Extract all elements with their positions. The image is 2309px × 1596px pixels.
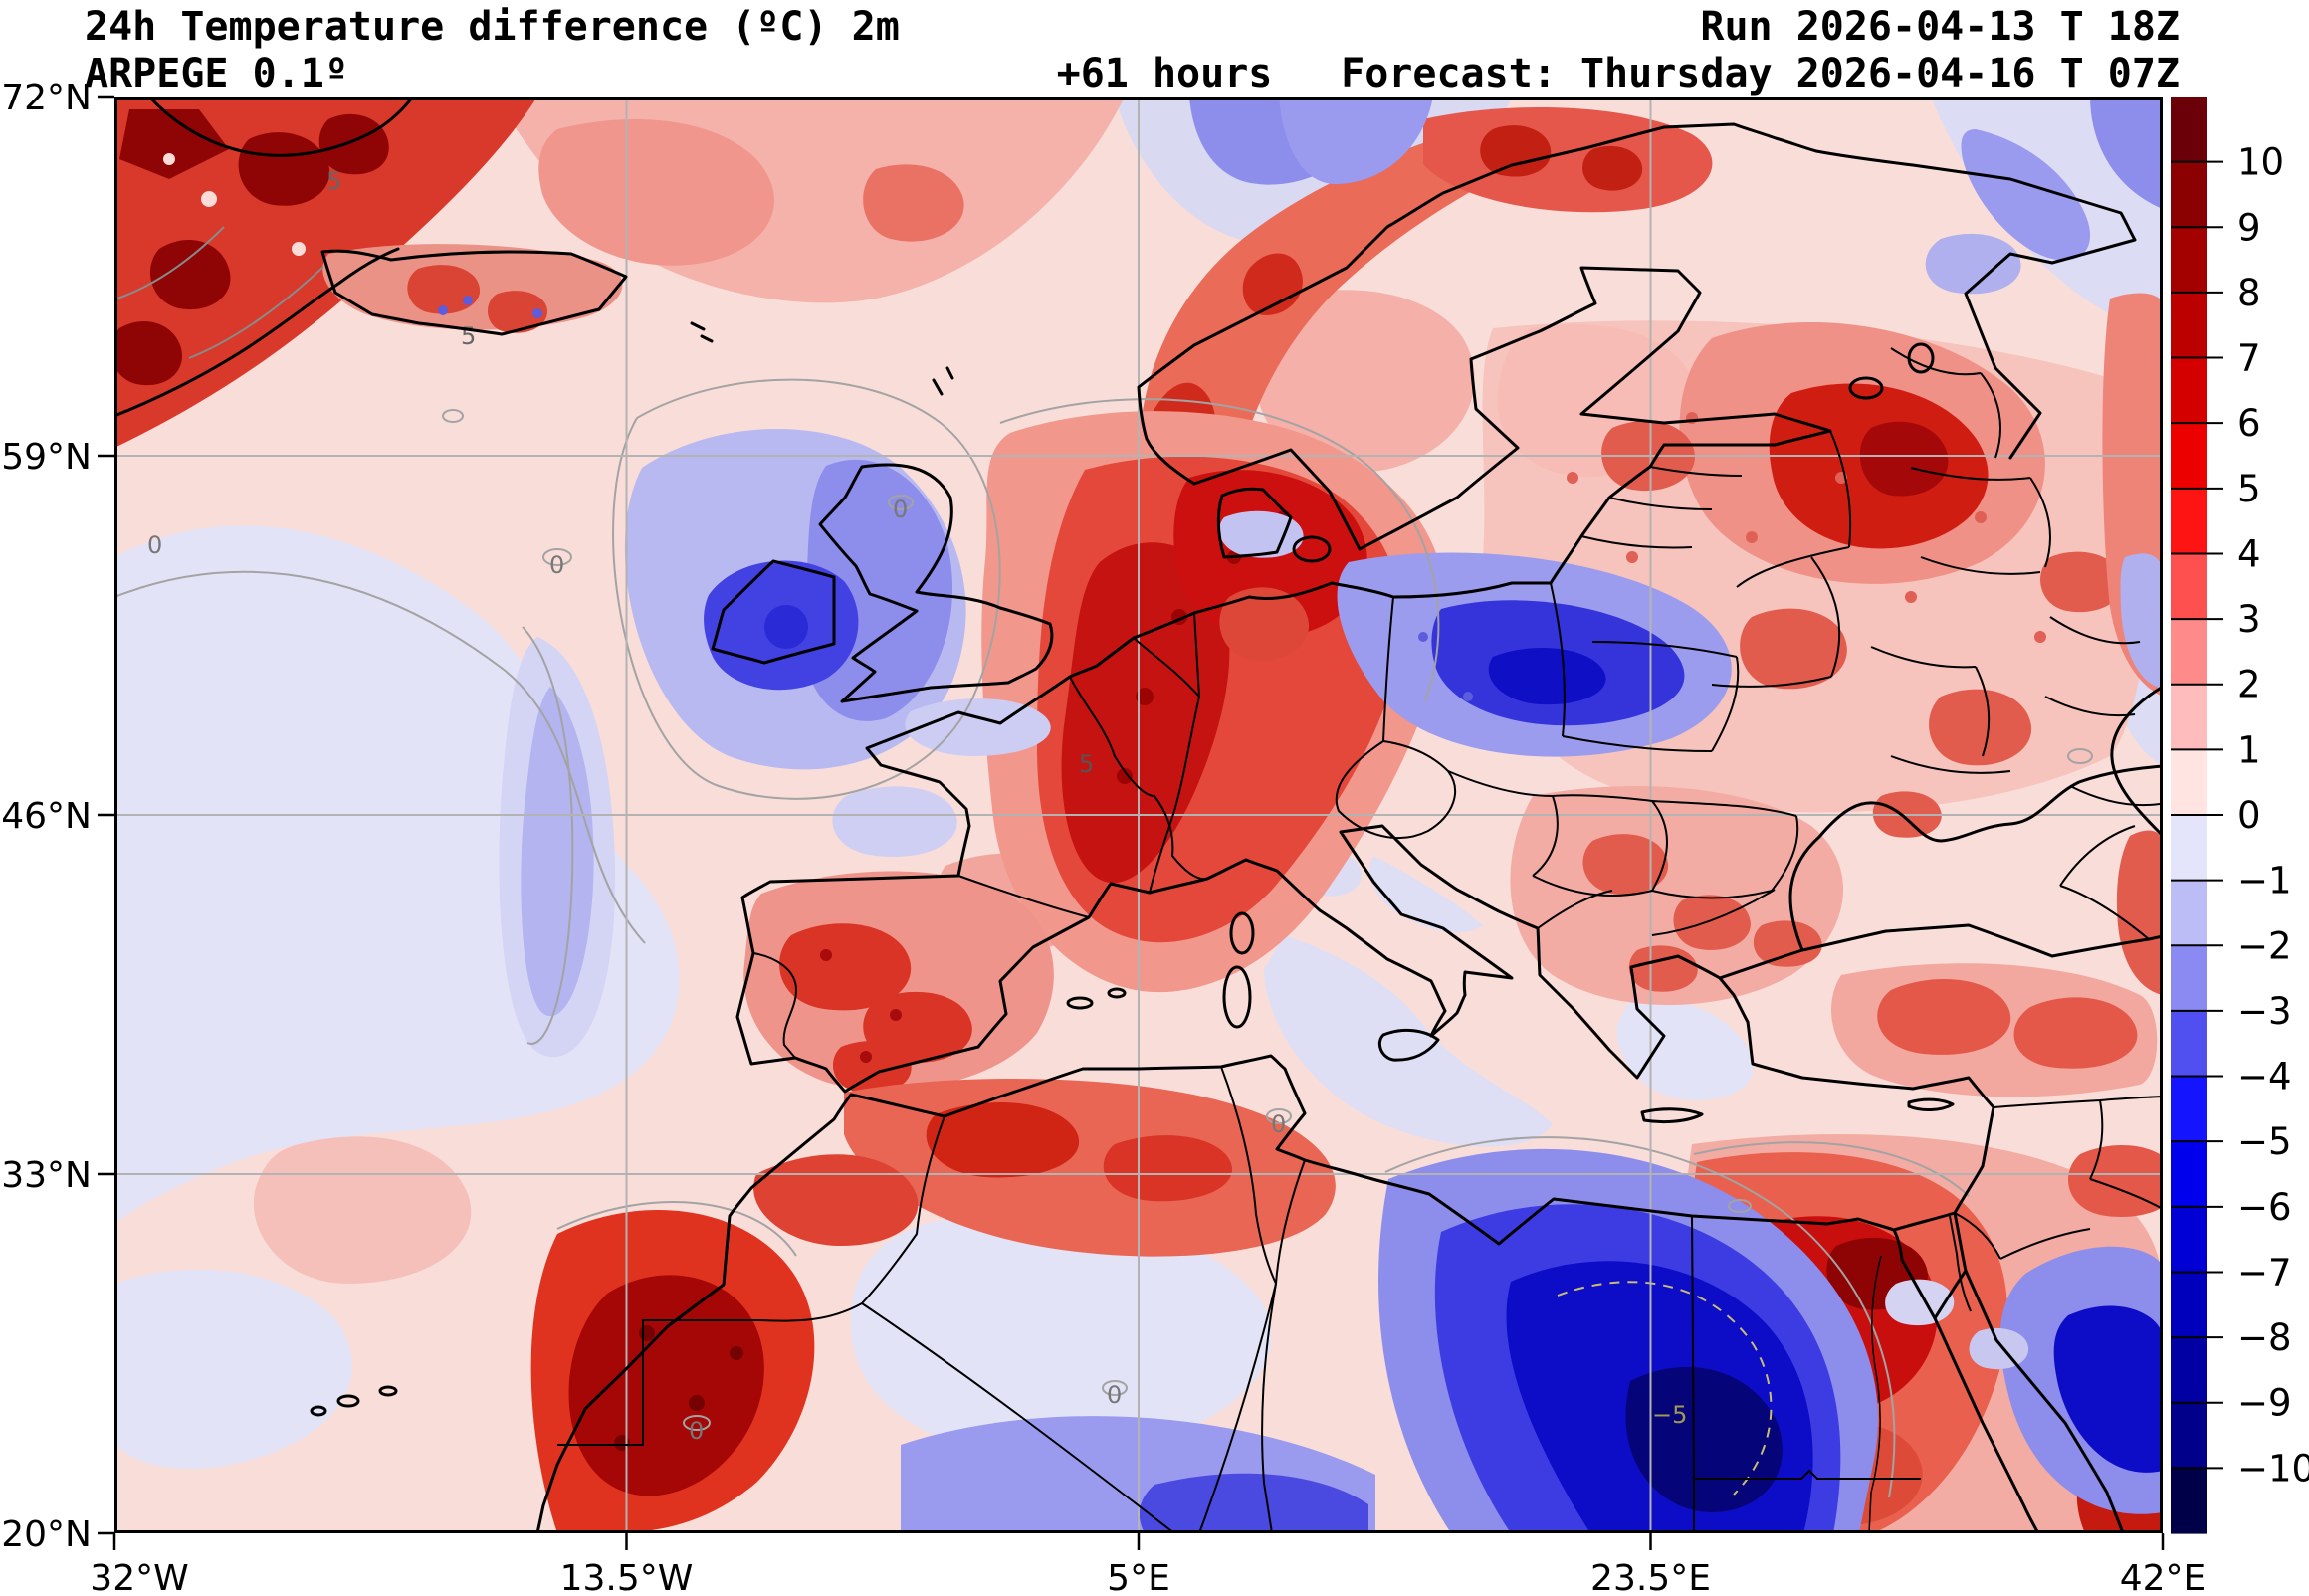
contour-label: 5: [1079, 750, 1094, 778]
contour-lines: [114, 226, 2093, 1498]
lat-axis: 72°N 59°N 46°N 33°N 20°N: [1, 78, 114, 1555]
graticule: [114, 97, 2163, 1533]
lon-tick-label: 23.5°E: [1590, 1558, 1711, 1596]
run-label: Run 2026-04-13 T 18Z: [1700, 4, 2180, 50]
colorbar-segment: [2171, 1141, 2207, 1208]
colorbar-tick-label: 10: [2237, 141, 2284, 184]
colorbar-tick-label: −3: [2237, 990, 2292, 1033]
colorbar-segment: [2171, 488, 2207, 555]
colorbar-tick-label: 6: [2237, 402, 2261, 445]
colorbar-tick-label: −6: [2237, 1186, 2292, 1229]
lat-tick-label: 46°N: [1, 796, 92, 837]
lon-tick-label: 5°E: [1107, 1558, 1170, 1596]
map-frame: [114, 97, 2163, 1533]
blue-speckles: [438, 296, 1473, 701]
colorbar-segment: [2171, 945, 2207, 1012]
model-label: ARPEGE 0.1º: [85, 51, 348, 97]
colorbar-segment: [2171, 1468, 2207, 1534]
colorbar-segment: [2171, 1337, 2207, 1404]
colorbar-segment: [2171, 1206, 2207, 1274]
field-negative: [438, 97, 2163, 1533]
lat-tick-label: 33°N: [1, 1155, 92, 1196]
lat-ticks: [98, 95, 114, 1535]
colorbar-tick-label: 2: [2237, 664, 2261, 706]
lon-ticks: [112, 1533, 2165, 1550]
colorbar-segment: [2171, 619, 2207, 686]
colorbar-segment: [2171, 815, 2207, 882]
red-speckles: [1567, 412, 2046, 643]
colorbar-segment: [2171, 227, 2207, 294]
colorbar-segment: [2171, 880, 2207, 946]
colorbar-segment: [2171, 1010, 2207, 1078]
colorbar-segment: [2171, 97, 2207, 163]
colorbar-tick-label: −4: [2237, 1056, 2292, 1098]
colorbar-segment: [2171, 553, 2207, 620]
colorbar-tick-label: 5: [2237, 468, 2261, 510]
colorbar-segment: [2171, 1272, 2207, 1338]
lead-time-label: +61 hours: [1057, 51, 1273, 97]
map-title: 24h Temperature difference (ºC) 2m: [85, 4, 900, 50]
contour-label: 5: [461, 322, 476, 350]
lon-axis: 32°W 13.5°W 5°E 23.5°E 42°E: [90, 1533, 2205, 1596]
colorbar-segment: [2171, 1402, 2207, 1469]
contour-label: 0: [549, 551, 564, 579]
colorbar-tick-label: −5: [2237, 1120, 2292, 1163]
colorbar-tick-label: 4: [2237, 532, 2261, 575]
colorbar-tick-label: 9: [2237, 206, 2261, 249]
colorbar-tick-label: 7: [2237, 337, 2261, 380]
colorbar-segment: [2171, 161, 2207, 228]
contour-label: 0: [147, 531, 162, 559]
map-panel: 0 0 0 0 0 0 5 5 5 −5: [114, 97, 2163, 1533]
colorbar-tick-label: −1: [2237, 860, 2292, 902]
colorbar-tick-label: 8: [2237, 272, 2261, 314]
colorbar-tick-label: −2: [2237, 924, 2292, 967]
colorbar-segment: [2171, 423, 2207, 490]
lon-tick-label: 42°E: [2120, 1558, 2206, 1596]
colorbar-segment: [2171, 292, 2207, 359]
colorbar-tick-label: −7: [2237, 1251, 2292, 1294]
country-borders: [557, 347, 2163, 1533]
colorbar-tick-label: 3: [2237, 598, 2261, 641]
colorbar-segment: [2171, 1076, 2207, 1142]
contour-label: 0: [1107, 1381, 1122, 1409]
colorbar-segment: [2171, 357, 2207, 424]
colorbar-tick-label: 1: [2237, 728, 2261, 771]
colorbar-segment: [2171, 684, 2207, 750]
colorbar-tick-label: −8: [2237, 1316, 2292, 1359]
contour-label: 0: [1271, 1110, 1286, 1138]
colorbar-tick-label: −9: [2237, 1382, 2292, 1425]
lon-tick-label: 13.5°W: [560, 1558, 694, 1596]
contour-label-group: 0 0 0 0 0 0 5 5 5 −5: [147, 167, 1687, 1445]
lat-tick-label: 20°N: [1, 1514, 92, 1555]
colorbar-segment: [2171, 749, 2207, 816]
temperature-field: [114, 97, 2163, 1533]
lat-tick-label: 59°N: [1, 437, 92, 478]
forecast-label: Forecast: Thursday 2026-04-16 T 07Z: [1341, 51, 2180, 97]
contour-label: 0: [893, 496, 908, 523]
lon-tick-label: 32°W: [90, 1558, 188, 1596]
colorbar-tick-label: −10: [2237, 1447, 2309, 1490]
contour-label: 0: [689, 1417, 704, 1445]
contour-label: −5: [1652, 1401, 1687, 1429]
contour-label: 5: [326, 167, 341, 195]
coastlines: [114, 97, 2163, 1533]
lat-tick-label: 72°N: [1, 78, 92, 118]
colorbar-tick-label: 0: [2237, 794, 2261, 837]
